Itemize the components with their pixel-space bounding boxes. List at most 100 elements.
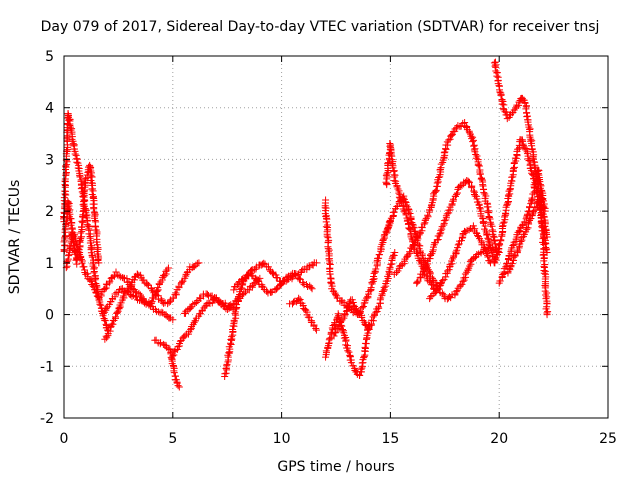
data-point (372, 265, 380, 273)
data-point (115, 304, 123, 312)
data-point (509, 242, 517, 249)
data-point (299, 301, 307, 309)
data-point (406, 225, 414, 233)
data-point (393, 269, 401, 277)
x-axis-ticks: 0 5 10 15 20 25 (60, 56, 617, 447)
data-point (322, 223, 330, 231)
data-point (295, 275, 303, 283)
data-point (402, 201, 410, 209)
data-point (385, 221, 393, 229)
data-point (414, 277, 422, 285)
data-point (89, 262, 97, 270)
data-point (418, 224, 426, 232)
data-point (161, 272, 169, 280)
data-point (338, 316, 346, 324)
data-point (225, 305, 233, 313)
data-point (345, 299, 353, 307)
data-point (61, 241, 69, 249)
data-point (489, 232, 497, 240)
data-point (361, 339, 369, 347)
data-point (375, 254, 383, 262)
data-point (500, 213, 508, 221)
y-tick-label: 1 (45, 256, 54, 272)
data-point (493, 72, 501, 80)
data-point (393, 202, 401, 210)
data-point (76, 173, 84, 181)
data-point (382, 178, 390, 186)
x-tick-label: 10 (273, 431, 291, 447)
data-point (267, 288, 275, 296)
data-point (451, 125, 459, 133)
data-point (496, 240, 504, 248)
y-tick-label: -2 (40, 411, 54, 427)
data-point (179, 277, 187, 285)
data-point (427, 273, 435, 281)
data-point (111, 290, 119, 298)
data-point (465, 226, 473, 234)
data-point (436, 230, 444, 238)
data-point (543, 233, 551, 241)
data-point (117, 273, 125, 281)
data-point (379, 235, 387, 243)
data-point (470, 187, 478, 195)
data-point (438, 277, 446, 285)
grid-lines (64, 56, 608, 418)
data-point (235, 279, 243, 287)
data-point (484, 234, 492, 242)
data-point (375, 251, 383, 259)
data-point (424, 211, 432, 219)
data-point (422, 214, 430, 222)
data-point (203, 290, 211, 298)
data-point (446, 260, 454, 268)
data-point (66, 242, 74, 250)
data-point (470, 146, 478, 154)
data-point (476, 170, 484, 178)
data-point (461, 270, 469, 278)
data-point (74, 246, 82, 253)
data-point (127, 291, 135, 299)
data-point (462, 228, 470, 236)
data-point (113, 309, 121, 317)
data-point (226, 302, 234, 310)
data-point (71, 231, 79, 239)
data-point (141, 299, 149, 307)
data-point (379, 287, 387, 295)
data-point (173, 346, 181, 354)
data-point (443, 210, 451, 218)
data-point (386, 263, 394, 271)
y-tick-label: 5 (45, 49, 54, 65)
data-point (325, 255, 333, 263)
data-point (401, 198, 409, 206)
plot-frame (63, 55, 609, 419)
x-tick-label: 25 (599, 431, 617, 447)
x-tick-label: 0 (60, 431, 69, 447)
data-point (458, 181, 466, 189)
data-point (406, 210, 414, 218)
data-point (477, 175, 485, 183)
data-point (523, 213, 531, 221)
data-point (342, 341, 350, 349)
data-point (79, 201, 87, 209)
data-point (394, 185, 402, 193)
x-tick-label: 5 (168, 431, 177, 447)
data-point (346, 351, 354, 359)
data-point (97, 301, 105, 309)
data-point (491, 62, 499, 70)
data-point (330, 332, 338, 340)
data-point (411, 228, 419, 236)
data-point (501, 209, 509, 217)
data-point (169, 352, 177, 360)
data-point (452, 288, 460, 296)
data-point (465, 178, 473, 186)
data-point (529, 208, 537, 216)
data-point (312, 326, 320, 334)
data-point (445, 136, 453, 144)
data-point (71, 150, 79, 158)
data-point (524, 155, 532, 163)
data-point (508, 260, 516, 268)
y-axis-ticks: -2 -1 0 1 2 3 4 5 (40, 49, 608, 427)
data-point (407, 215, 415, 223)
y-axis-label: SDTVAR / TECUs (7, 180, 23, 295)
data-point (469, 138, 477, 146)
data-point (391, 171, 399, 179)
